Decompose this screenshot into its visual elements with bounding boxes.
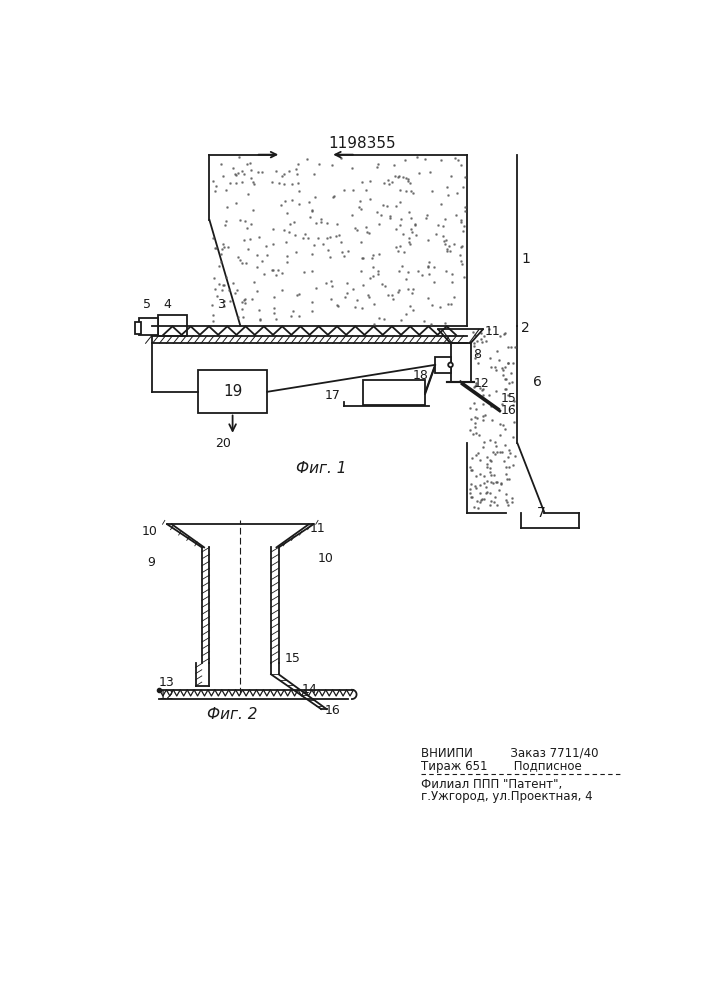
Text: Фиг. 1: Фиг. 1: [296, 461, 346, 476]
Text: Тираж 651       Подписное: Тираж 651 Подписное: [421, 760, 582, 773]
Text: 11: 11: [310, 522, 325, 535]
Bar: [198, 370, 267, 413]
Text: 10: 10: [142, 525, 158, 538]
Text: г.Ужгород, ул.Проектная, 4: г.Ужгород, ул.Проектная, 4: [421, 790, 593, 803]
Text: 17: 17: [325, 389, 340, 402]
Text: 1: 1: [521, 252, 530, 266]
Text: 15: 15: [501, 392, 516, 405]
Text: 14: 14: [302, 683, 317, 696]
Bar: [158, 315, 187, 336]
Text: 15: 15: [285, 652, 300, 666]
Text: 13: 13: [159, 676, 175, 689]
Text: 3: 3: [217, 298, 225, 311]
Text: 8: 8: [474, 348, 481, 361]
Text: 12: 12: [474, 377, 489, 390]
Circle shape: [448, 363, 452, 367]
Bar: [139, 318, 158, 335]
Bar: [363, 380, 425, 405]
Text: 18: 18: [413, 369, 429, 382]
Bar: [450, 343, 471, 382]
Bar: [435, 357, 450, 373]
Text: 7: 7: [537, 506, 546, 520]
Text: 5: 5: [143, 298, 151, 311]
Text: 20: 20: [216, 437, 231, 450]
Text: 11: 11: [485, 325, 501, 338]
Text: Фиг. 2: Фиг. 2: [207, 707, 258, 722]
Text: 12: 12: [159, 689, 175, 702]
Bar: [135, 322, 141, 334]
Text: 9: 9: [147, 556, 155, 569]
Text: Филиал ППП "Патент",: Филиал ППП "Патент",: [421, 778, 563, 791]
Text: 19: 19: [223, 384, 243, 399]
Text: ВНИИПИ          Заказ 7711/40: ВНИИПИ Заказ 7711/40: [421, 746, 599, 759]
Text: 4: 4: [163, 298, 171, 311]
Text: 2: 2: [521, 321, 530, 335]
Text: 16: 16: [501, 404, 516, 417]
Text: 16: 16: [325, 704, 341, 717]
Text: 10: 10: [317, 552, 333, 565]
Text: 6: 6: [533, 375, 542, 389]
Text: 1198355: 1198355: [328, 136, 396, 151]
